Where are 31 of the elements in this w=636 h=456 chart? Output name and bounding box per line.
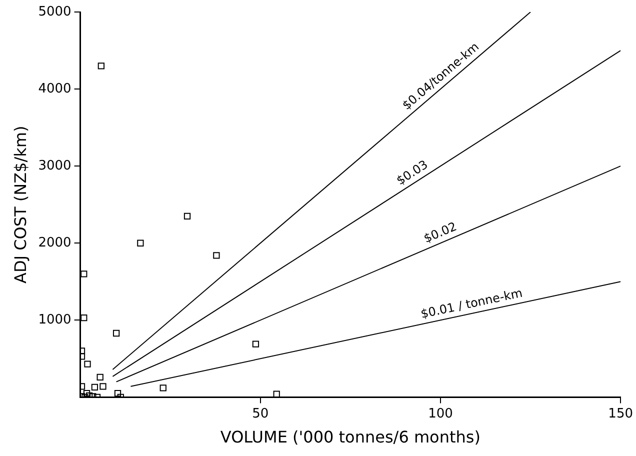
point: [252, 340, 260, 348]
y-tick-label: 2000: [38, 235, 72, 250]
point: [80, 353, 86, 360]
point: [98, 62, 105, 70]
x-axis-title: VOLUME ('000 tonnes/6 months): [220, 428, 480, 447]
point: [114, 390, 122, 397]
point: [100, 383, 106, 390]
y-axis-title: ADJ COST (NZ$/km): [10, 126, 30, 284]
point: [273, 390, 280, 398]
point: [96, 374, 104, 380]
y-tick-label: 5000: [38, 4, 72, 20]
point: [160, 384, 166, 392]
point: [137, 240, 144, 246]
x-tick-label: 50: [252, 406, 269, 422]
point: [83, 390, 90, 397]
y-tick-label: 3000: [38, 158, 72, 174]
point: [84, 360, 91, 368]
point: [80, 314, 88, 322]
point: [184, 212, 191, 220]
point: [80, 383, 86, 390]
text: $0.01 / tonne-km: [419, 286, 524, 322]
point: [86, 392, 93, 398]
y-tick-label: 1000: [38, 312, 72, 328]
point: [80, 270, 88, 278]
point: [91, 384, 98, 391]
x-tick-label: 100: [428, 406, 453, 422]
x-tick-label: 150: [608, 406, 634, 422]
y-tick-label: 4000: [38, 81, 72, 96]
point: [213, 252, 220, 259]
point: [112, 330, 120, 337]
point: [80, 348, 86, 354]
